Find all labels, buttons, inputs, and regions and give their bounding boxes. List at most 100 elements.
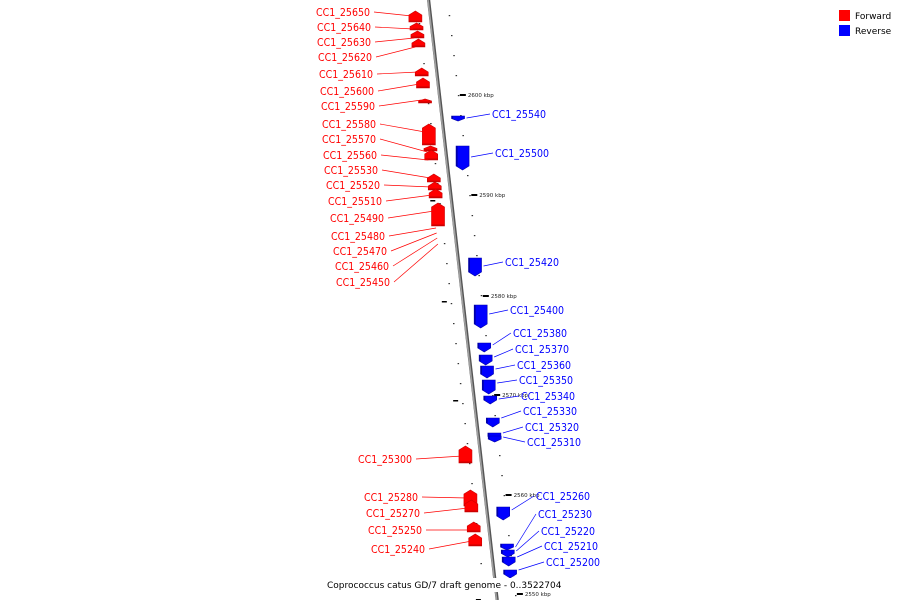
gene-cc1-25590[interactable]: CC1_25590 — [321, 98, 432, 113]
gene-label-cc1-25510[interactable]: CC1_25510 — [328, 196, 382, 208]
gene-label-cc1-25520[interactable]: CC1_25520 — [326, 180, 380, 192]
gene-label-cc1-25350[interactable]: CC1_25350 — [519, 375, 573, 387]
gene-arrow-cc1-25420[interactable] — [468, 257, 482, 277]
gene-arrow-cc1-25500[interactable] — [455, 145, 470, 171]
gene-cc1-25200[interactable]: CC1_25200 — [503, 557, 600, 579]
gene-label-cc1-25600[interactable]: CC1_25600 — [320, 86, 374, 98]
gene-cc1-25380[interactable]: CC1_25380 — [477, 328, 567, 353]
gene-arrow-cc1-25510[interactable] — [428, 188, 443, 199]
gene-label-cc1-25580[interactable]: CC1_25580 — [322, 119, 376, 131]
gene-cc1-25450[interactable]: CC1_25450 — [336, 243, 439, 289]
gene-label-cc1-25470[interactable]: CC1_25470 — [333, 246, 387, 258]
gene-arrow-cc1-25210[interactable] — [501, 556, 516, 567]
gene-cc1-25470[interactable]: CC1_25470 — [333, 232, 437, 258]
gene-cc1-25460[interactable]: CC1_25460 — [335, 237, 438, 273]
gene-label-cc1-25300[interactable]: CC1_25300 — [358, 454, 412, 466]
gene-cc1-25530[interactable]: CC1_25530 — [324, 165, 441, 183]
gene-cc1-25560[interactable]: CC1_25560 — [323, 149, 439, 162]
gene-label-cc1-25370[interactable]: CC1_25370 — [515, 344, 569, 356]
gene-label-cc1-25630[interactable]: CC1_25630 — [317, 37, 371, 49]
gene-arrow-cc1-25400[interactable] — [473, 304, 488, 329]
gene-cc1-25610[interactable]: CC1_25610 — [319, 67, 429, 81]
gene-arrow-cc1-25490[interactable] — [431, 202, 445, 227]
gene-cc1-25370[interactable]: CC1_25370 — [478, 344, 569, 366]
gene-label-cc1-25380[interactable]: CC1_25380 — [513, 328, 567, 340]
gene-cc1-25420[interactable]: CC1_25420 — [468, 257, 559, 277]
gene-label-cc1-25330[interactable]: CC1_25330 — [523, 406, 577, 418]
gene-cc1-25270[interactable]: CC1_25270 — [366, 499, 479, 520]
gene-arrow-cc1-25370[interactable] — [478, 354, 493, 366]
gene-cc1-25500[interactable]: CC1_25500 — [455, 145, 549, 171]
gene-label-cc1-25490[interactable]: CC1_25490 — [330, 213, 384, 225]
gene-cc1-25650[interactable]: CC1_25650 — [316, 7, 423, 23]
gene-cc1-25280[interactable]: CC1_25280 — [364, 489, 478, 507]
gene-label-cc1-25500[interactable]: CC1_25500 — [495, 148, 549, 160]
gene-label-cc1-25240[interactable]: CC1_25240 — [371, 544, 425, 556]
gene-cc1-25250[interactable]: CC1_25250 — [368, 521, 481, 537]
gene-arrow-cc1-25580[interactable] — [422, 123, 436, 146]
gene-arrow-cc1-25560[interactable] — [424, 149, 439, 161]
gene-cc1-25520[interactable]: CC1_25520 — [326, 180, 442, 192]
gene-arrow-cc1-25230[interactable] — [500, 543, 514, 551]
gene-label-cc1-25480[interactable]: CC1_25480 — [331, 231, 385, 243]
gene-label-cc1-25310[interactable]: CC1_25310 — [527, 437, 581, 449]
gene-cc1-25360[interactable]: CC1_25360 — [480, 360, 571, 379]
gene-label-cc1-25570[interactable]: CC1_25570 — [322, 134, 376, 146]
gene-arrow-cc1-25310[interactable] — [487, 435, 502, 443]
gene-arrow-cc1-25340[interactable] — [483, 395, 498, 405]
gene-label-cc1-25650[interactable]: CC1_25650 — [316, 7, 370, 19]
gene-label-cc1-25210[interactable]: CC1_25210 — [544, 541, 598, 553]
gene-arrow-cc1-25260[interactable] — [496, 506, 510, 521]
gene-cc1-25620[interactable]: CC1_25620 — [318, 38, 426, 64]
gene-label-cc1-25400[interactable]: CC1_25400 — [510, 305, 564, 317]
gene-cc1-25510[interactable]: CC1_25510 — [328, 188, 443, 208]
gene-label-cc1-25610[interactable]: CC1_25610 — [319, 69, 373, 81]
gene-label-cc1-25360[interactable]: CC1_25360 — [517, 360, 571, 372]
gene-cc1-25300[interactable]: CC1_25300 — [358, 445, 473, 466]
gene-cc1-25490[interactable]: CC1_25490 — [330, 202, 445, 227]
gene-arrow-cc1-25240[interactable] — [468, 533, 483, 547]
gene-label-cc1-25260[interactable]: CC1_25260 — [536, 491, 590, 503]
gene-label-cc1-25560[interactable]: CC1_25560 — [323, 150, 377, 162]
gene-cc1-25230[interactable]: CC1_25230 — [500, 509, 592, 551]
gene-cc1-25540[interactable]: CC1_25540 — [451, 109, 546, 122]
gene-arrow-cc1-25220[interactable] — [500, 549, 515, 558]
gene-label-cc1-25460[interactable]: CC1_25460 — [335, 261, 389, 273]
gene-arrow-cc1-25300[interactable] — [458, 445, 473, 464]
gene-cc1-25260[interactable]: CC1_25260 — [496, 491, 590, 521]
gene-label-cc1-25640[interactable]: CC1_25640 — [317, 22, 371, 34]
gene-label-cc1-25270[interactable]: CC1_25270 — [366, 508, 420, 520]
gene-arrow-cc1-25540[interactable] — [451, 115, 465, 122]
gene-cc1-25640[interactable]: CC1_25640 — [317, 22, 424, 34]
gene-arrow-cc1-25200[interactable] — [503, 569, 517, 579]
gene-label-cc1-25280[interactable]: CC1_25280 — [364, 492, 418, 504]
gene-cc1-25340[interactable]: CC1_25340 — [483, 391, 575, 405]
gene-cc1-25240[interactable]: CC1_25240 — [371, 533, 483, 556]
gene-label-cc1-25590[interactable]: CC1_25590 — [321, 101, 375, 113]
gene-arrow-cc1-25360[interactable] — [480, 365, 494, 379]
gene-cc1-25400[interactable]: CC1_25400 — [473, 304, 564, 329]
gene-label-cc1-25230[interactable]: CC1_25230 — [538, 509, 592, 521]
gene-label-cc1-25320[interactable]: CC1_25320 — [525, 422, 579, 434]
gene-cc1-25310[interactable]: CC1_25310 — [487, 435, 581, 449]
gene-arrow-cc1-25650[interactable] — [408, 10, 423, 23]
gene-cc1-25630[interactable]: CC1_25630 — [317, 30, 425, 49]
gene-label-cc1-25620[interactable]: CC1_25620 — [318, 52, 372, 64]
gene-cc1-25350[interactable]: CC1_25350 — [481, 375, 573, 395]
gene-label-cc1-25250[interactable]: CC1_25250 — [368, 525, 422, 537]
gene-arrow-cc1-25330[interactable] — [485, 417, 500, 428]
gene-arrow-cc1-25350[interactable] — [481, 379, 496, 395]
gene-label-cc1-25340[interactable]: CC1_25340 — [521, 391, 575, 403]
gene-label-cc1-25200[interactable]: CC1_25200 — [546, 557, 600, 569]
gene-cc1-25330[interactable]: CC1_25330 — [485, 406, 577, 428]
gene-arrow-cc1-25380[interactable] — [477, 342, 492, 353]
gene-cc1-25220[interactable]: CC1_25220 — [500, 526, 595, 558]
gene-label-cc1-25450[interactable]: CC1_25450 — [336, 277, 390, 289]
gene-label-cc1-25530[interactable]: CC1_25530 — [324, 165, 378, 177]
gene-label-cc1-25220[interactable]: CC1_25220 — [541, 526, 595, 538]
gene-arrow-cc1-25630[interactable] — [410, 30, 425, 39]
gene-cc1-25480[interactable]: CC1_25480 — [331, 227, 437, 243]
gene-arrow-cc1-25250[interactable] — [466, 521, 481, 533]
gene-cc1-25210[interactable]: CC1_25210 — [501, 541, 598, 567]
gene-arrow-cc1-25530[interactable] — [427, 173, 441, 183]
